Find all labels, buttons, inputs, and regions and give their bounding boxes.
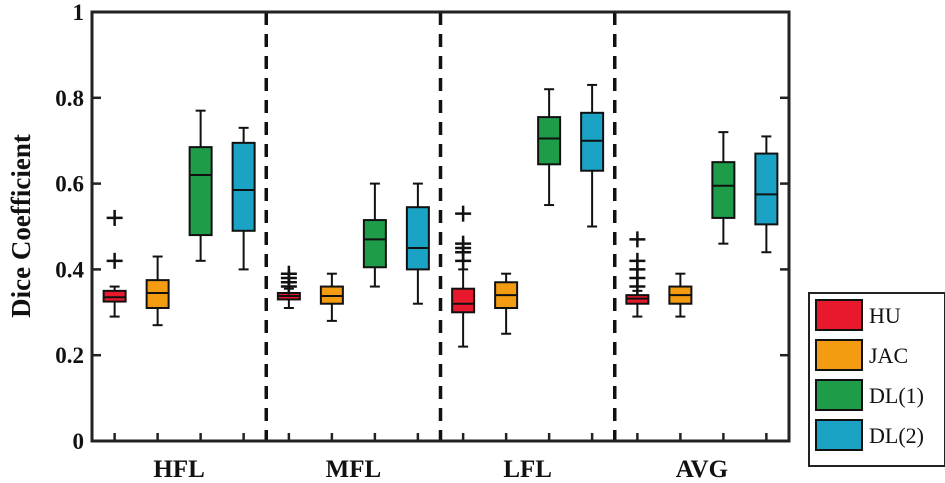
y-tick-label: 0.8	[55, 86, 84, 111]
box-hu-avg	[625, 231, 650, 318]
box-body	[537, 116, 562, 166]
box-dl2-hfl	[231, 126, 256, 271]
x-axis-category-labels: HFL MFL LFL AVG	[113, 433, 768, 483]
box-dl2-mfl	[405, 182, 430, 305]
legend-swatch	[815, 379, 863, 411]
box-dl2-avg	[754, 135, 779, 254]
legend-label: JAC	[869, 343, 908, 368]
legend-swatch	[815, 299, 863, 331]
legend-swatch	[815, 419, 863, 451]
box-body	[188, 146, 213, 237]
box-dl1-hfl	[188, 109, 213, 262]
box-dl1-mfl	[362, 182, 387, 288]
box-jac-avg	[668, 272, 693, 318]
legend: HU JAC DL(1) DL(2)	[808, 292, 945, 467]
y-tick-label: 0.2	[55, 343, 84, 368]
y-axis-label: Dice Coefficient	[6, 134, 36, 318]
x-category-label: HFL	[153, 456, 204, 483]
box-body	[102, 289, 127, 303]
box-jac-hfl	[145, 255, 170, 327]
box-groups	[102, 83, 779, 348]
box-hu-lfl	[451, 205, 476, 348]
legend-label: DL(2)	[869, 423, 924, 448]
x-category-label: LFL	[503, 456, 552, 483]
category-separators	[264, 12, 617, 441]
box-hu-mfl	[276, 265, 301, 310]
legend-label: DL(1)	[869, 383, 924, 408]
box-dl2-lfl	[580, 83, 605, 228]
plot-frame	[90, 10, 791, 443]
box-body	[711, 161, 736, 219]
y-tick-label: 1	[73, 0, 85, 25]
box-dl1-lfl	[537, 88, 562, 207]
box-jac-mfl	[319, 272, 344, 322]
legend-label: HU	[869, 303, 901, 328]
box-jac-lfl	[494, 272, 519, 335]
box-body	[231, 141, 256, 232]
y-tick-label: 0	[73, 429, 85, 454]
box-body	[754, 152, 779, 226]
box-body	[405, 206, 430, 271]
box-body	[362, 219, 387, 269]
box-body	[451, 287, 476, 314]
x-category-label: MFL	[326, 456, 382, 483]
legend-swatch	[815, 339, 863, 371]
box-body	[580, 111, 605, 172]
box-dl1-avg	[711, 131, 736, 245]
box-hu-hfl	[102, 209, 127, 318]
y-axis-ticks: 0 0.2 0.4 0.6 0.8 1	[55, 0, 789, 454]
y-tick-label: 0.4	[55, 257, 84, 282]
box-body	[145, 279, 170, 310]
x-category-label: AVG	[676, 456, 728, 483]
axes	[90, 10, 791, 443]
y-tick-label: 0.6	[55, 172, 84, 197]
